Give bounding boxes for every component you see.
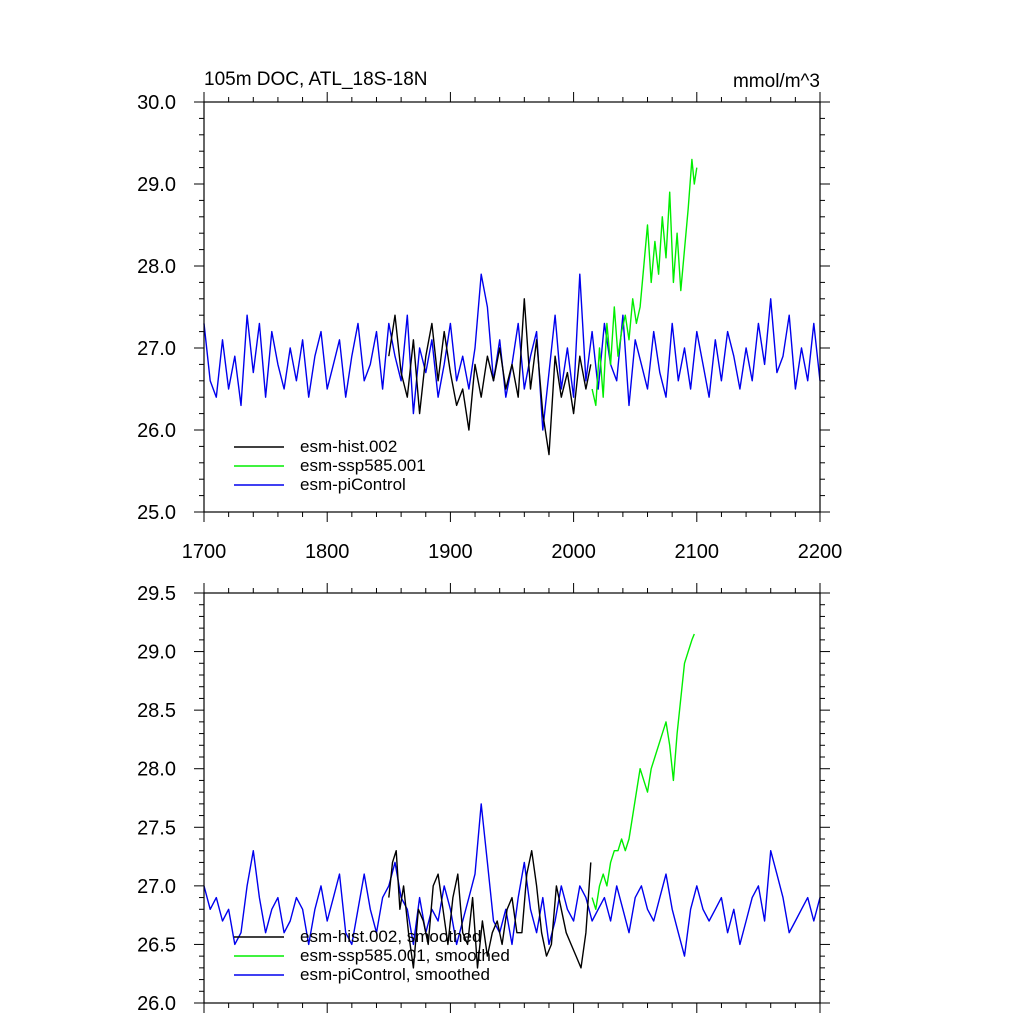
y-tick-label: 28.5	[137, 700, 176, 722]
series-line-ssp	[591, 158, 698, 407]
x-tick-label: 2000	[551, 541, 596, 563]
y-tick-label: 25.0	[137, 502, 176, 524]
legend-label: esm-hist.002, smoothed	[300, 927, 481, 946]
y-tick-label: 26.0	[137, 993, 176, 1015]
legend-label: esm-ssp585.001, smoothed	[300, 946, 510, 965]
top-plot-frame	[203, 101, 821, 513]
top-panel: 105m DOC, ATL_18S-18N mmol/m^3 1700 1800 1…	[137, 69, 842, 563]
top-series-lines	[203, 158, 821, 456]
legend-label: esm-piControl, smoothed	[300, 965, 490, 984]
x-tick-label: 2100	[675, 541, 720, 563]
bottom-plot-frame	[203, 592, 821, 1004]
series-line-hist	[388, 850, 592, 969]
y-tick-label: 27.0	[137, 338, 176, 360]
y-tick-label: 29.0	[137, 174, 176, 196]
y-tick-label: 26.5	[137, 934, 176, 956]
series-line-pi	[203, 803, 821, 957]
x-tick-label: 1900	[428, 541, 473, 563]
legend-label: esm-ssp585.001	[300, 456, 426, 475]
series-line-hist	[388, 298, 592, 456]
y-tick-label: 27.0	[137, 876, 176, 898]
y-tick-label: 28.0	[137, 256, 176, 278]
y-tick-label: 27.5	[137, 817, 176, 839]
top-axis-ticks: 1700 1800 1900 2000 2100 2200 25.0 26.0 27.0 28.0…	[137, 92, 842, 563]
y-tick-label: 29.5	[137, 583, 176, 605]
x-tick-label: 1700	[182, 541, 227, 563]
y-tick-label: 30.0	[137, 92, 176, 114]
legend-label: esm-piControl	[300, 475, 406, 494]
bottom-axis-ticks: 26.0 26.5 27.0 27.5 28.0 28.5 29.0 29.5	[137, 583, 830, 1015]
units-label: mmol/m^3	[733, 71, 820, 92]
y-tick-label: 26.0	[137, 420, 176, 442]
series-line-ssp	[591, 633, 695, 910]
y-tick-label: 28.0	[137, 759, 176, 781]
x-tick-label: 1800	[305, 541, 350, 563]
series-line-pi	[203, 273, 821, 431]
chart-title: 105m DOC, ATL_18S-18N	[204, 69, 428, 90]
y-tick-label: 29.0	[137, 642, 176, 664]
bottom-series-lines	[203, 633, 821, 969]
legend-label: esm-hist.002	[300, 437, 397, 456]
bottom-panel: 26.0 26.5 27.0 27.5 28.0 28.5 29.0 29.5 esm-his…	[137, 583, 830, 1015]
x-tick-label: 2200	[798, 541, 843, 563]
